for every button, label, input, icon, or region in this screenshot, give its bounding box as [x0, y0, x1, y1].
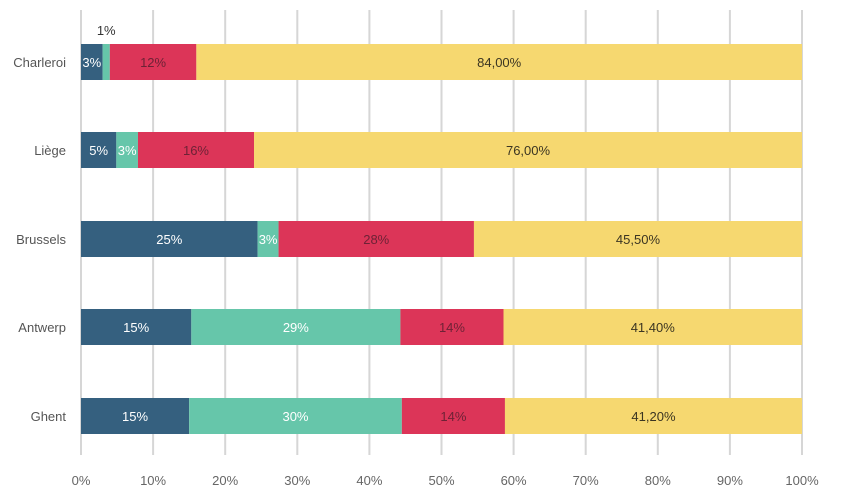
- x-tick-label: 0%: [72, 473, 91, 488]
- bar-segment: [278, 221, 474, 257]
- bar-segment: [81, 309, 192, 345]
- bar-segment: [503, 309, 802, 345]
- data-label: 25%: [156, 232, 182, 247]
- bar-segment: [81, 44, 103, 80]
- category-label: Antwerp: [18, 320, 66, 335]
- data-label: 3%: [82, 55, 101, 70]
- bar-segment: [473, 221, 802, 257]
- data-label: 29%: [283, 320, 309, 335]
- data-label: 45,50%: [616, 232, 661, 247]
- bar-segment: [196, 44, 803, 80]
- data-label: 1%: [97, 23, 116, 38]
- bar-segment: [191, 309, 401, 345]
- data-label: 41,40%: [631, 320, 676, 335]
- x-tick-label: 60%: [501, 473, 527, 488]
- data-label: 12%: [140, 55, 166, 70]
- bars: [81, 44, 803, 434]
- category-label: Brussels: [16, 232, 66, 247]
- x-tick-label: 30%: [284, 473, 310, 488]
- data-label: 28%: [363, 232, 389, 247]
- bar-segment: [504, 398, 802, 434]
- data-label: 30%: [282, 409, 308, 424]
- bar-segment: [81, 398, 190, 434]
- value-axis: 0% 10% 20% 30% 40% 50% 60% 70% 80% 90% 100%: [72, 473, 819, 488]
- data-label: 41,20%: [631, 409, 676, 424]
- x-tick-label: 50%: [428, 473, 454, 488]
- data-label: 14%: [440, 409, 466, 424]
- category-label: Charleroi: [13, 55, 66, 70]
- bar-segment: [116, 132, 138, 168]
- data-label: 16%: [183, 143, 209, 158]
- x-tick-label: 20%: [212, 473, 238, 488]
- data-label: 84,00%: [477, 55, 522, 70]
- x-tick-label: 70%: [573, 473, 599, 488]
- x-tick-label: 90%: [717, 473, 743, 488]
- bar-segment: [81, 132, 117, 168]
- category-axis: Charleroi Liège Brussels Antwerp Ghent: [13, 55, 66, 424]
- x-tick-label: 10%: [140, 473, 166, 488]
- data-label: 3%: [118, 143, 137, 158]
- bar-segment: [189, 398, 402, 434]
- bar-segment: [81, 221, 258, 257]
- bar-segment: [401, 398, 505, 434]
- x-tick-label: 80%: [645, 473, 671, 488]
- category-label: Ghent: [31, 409, 67, 424]
- data-label: 76,00%: [506, 143, 551, 158]
- bar-segment: [109, 44, 197, 80]
- segment-labels: 3% 1% 12% 84,00% 5% 3% 16% 76,00% 25% 3% 28% 45,50%…: [82, 23, 676, 424]
- data-label: 15%: [123, 320, 149, 335]
- data-label: 5%: [89, 143, 108, 158]
- bar-segment: [137, 132, 255, 168]
- bar-segment: [254, 132, 803, 168]
- data-label: 15%: [122, 409, 148, 424]
- bar-segment: [102, 44, 110, 80]
- x-tick-label: 100%: [785, 473, 819, 488]
- x-tick-label: 40%: [356, 473, 382, 488]
- bar-segment: [400, 309, 504, 345]
- data-label: 14%: [439, 320, 465, 335]
- data-label: 3%: [259, 232, 278, 247]
- bar-segment: [257, 221, 279, 257]
- category-label: Liège: [34, 143, 66, 158]
